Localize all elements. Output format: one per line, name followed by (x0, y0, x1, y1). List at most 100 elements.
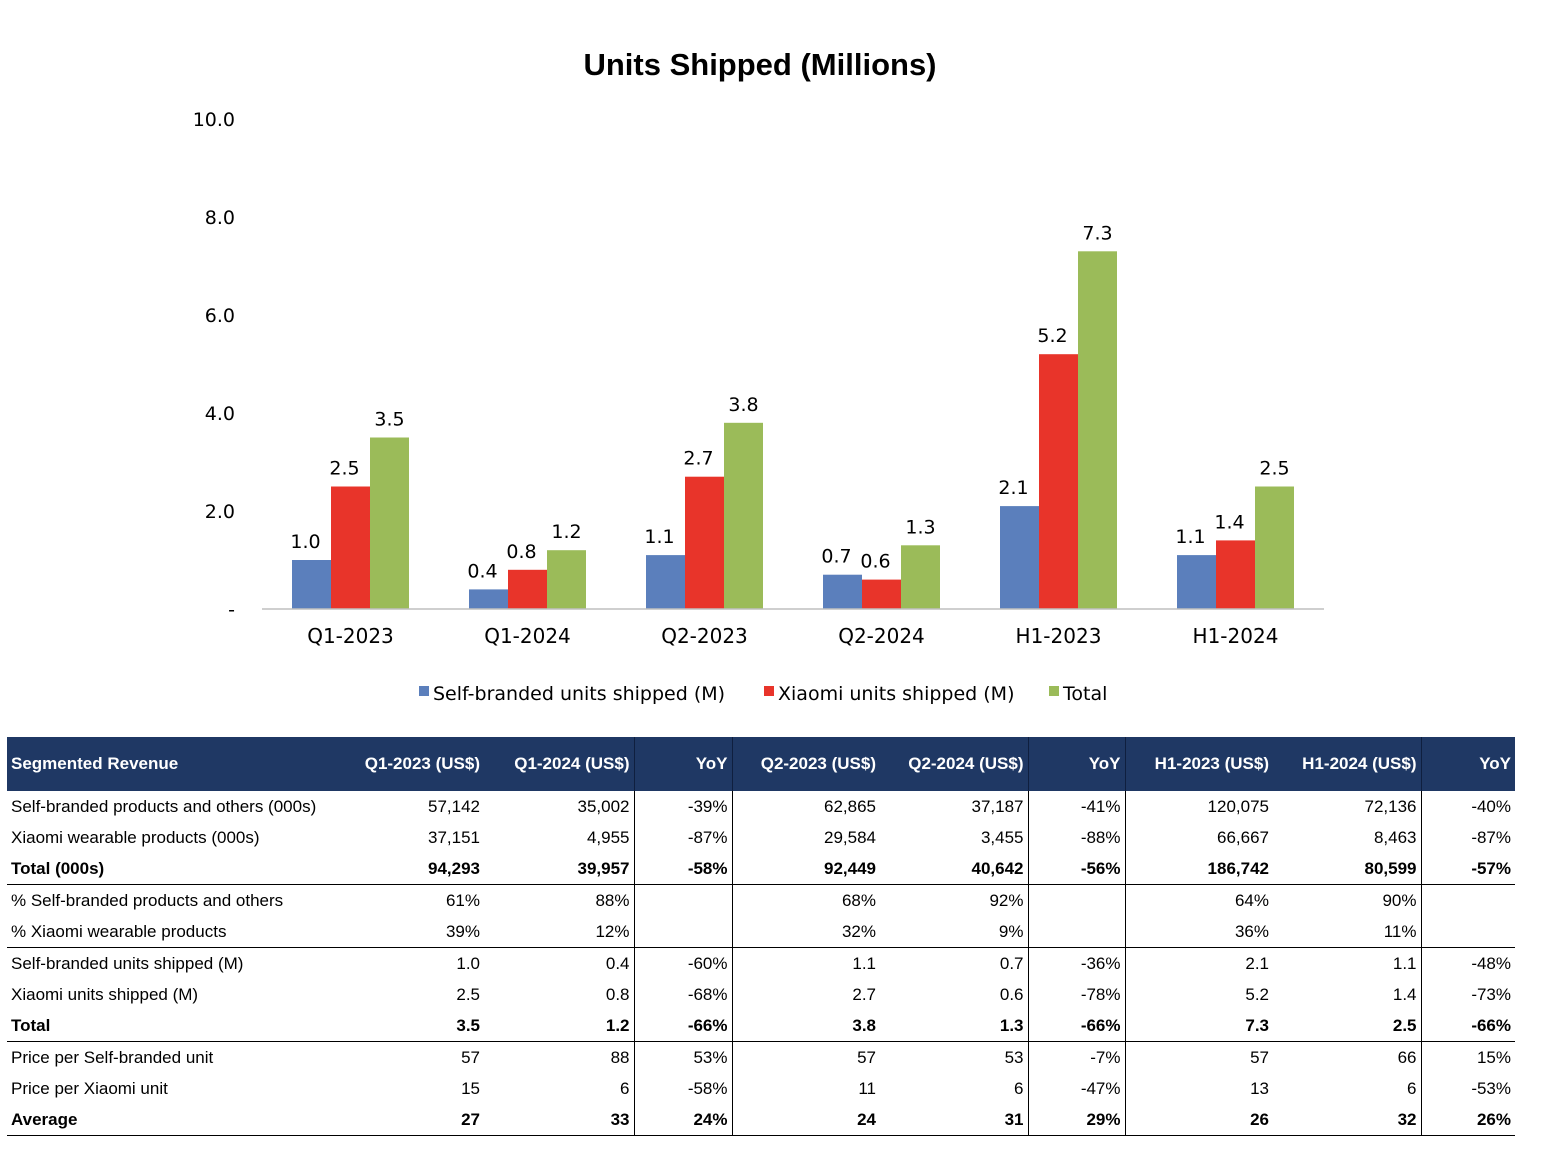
bar (1216, 540, 1255, 609)
table-cell: 53 (1004, 1047, 1024, 1067)
table-cell: -7% (1027, 1041, 1125, 1073)
bar (1177, 555, 1216, 609)
data-label: 3.5 (374, 409, 404, 431)
legend-swatch (419, 686, 429, 696)
table-row: Xiaomi units shipped (M) 2.5 0.8 -68% 2.7 0.6… (7, 979, 1515, 1010)
y-tick-label: - (228, 599, 235, 621)
table-cell: 88 (610, 1047, 630, 1067)
row-label: % Xiaomi wearable products (7, 916, 344, 948)
column-header: YoY (633, 737, 732, 791)
table-cell: 39% (344, 916, 484, 948)
table-cell: 24% (633, 1104, 732, 1136)
table-cell: 26 (1124, 1104, 1273, 1136)
bar (646, 555, 685, 609)
data-label: 2.5 (329, 458, 359, 480)
row-label: Self-branded products and others (000s) (11, 796, 317, 816)
data-label: 1.2 (551, 521, 581, 543)
data-label: 1.1 (644, 526, 674, 548)
table-cell: -78% (1027, 979, 1125, 1010)
table-cell: -66% (1027, 1010, 1125, 1042)
table-cell: 3.5 (344, 1010, 484, 1042)
data-label: 0.6 (860, 551, 890, 573)
data-label: 2.1 (998, 477, 1028, 499)
table-cell: 9% (880, 916, 1028, 948)
segmented-revenue-table: Segmented Revenue Q1-2023 (US$) Q1-2024 (U… (7, 737, 1515, 1136)
table-cell: 29% (1027, 1104, 1125, 1136)
table-cell: 88% (595, 890, 630, 910)
table-cell: 1.3 (880, 1010, 1028, 1042)
table-cell: -48% (1420, 947, 1515, 979)
table-row: Total (000s) 94,293 39,957 -58% 92,449 40,642… (7, 853, 1515, 885)
legend-label: Xiaomi units shipped (M) (778, 683, 1015, 705)
table-cell: 1.1 (731, 947, 880, 979)
row-label: Total (7, 1010, 344, 1042)
table-cell: 37,151 (428, 827, 480, 847)
table-cell: 3,455 (980, 827, 1024, 847)
table-cell: -73% (1420, 979, 1515, 1010)
table-cell: -41% (1027, 791, 1125, 822)
x-tick-label: H1-2024 (1193, 624, 1279, 648)
bar (1039, 354, 1078, 609)
x-tick-label: Q2-2023 (661, 624, 748, 648)
table-cell: 11 (731, 1073, 880, 1104)
legend: Self-branded units shipped (M) Xiaomi uni… (419, 683, 1107, 705)
table-row: Xiaomi wearable products (000s) 37,151 4,9… (7, 822, 1515, 853)
table-cell: 40,642 (880, 853, 1028, 885)
table-cell: -36% (1027, 947, 1125, 979)
table-cell: 61% (445, 890, 480, 910)
bars: 1.0 2.5 3.5 0.4 0.8 1.2 1.1 2.7 3.8 0.7 0.6 1.3 2.1 5… (290, 222, 1294, 610)
table-cell: 0.6 (999, 984, 1024, 1004)
data-label: 0.4 (467, 560, 497, 582)
data-label: 2.5 (1259, 458, 1289, 480)
table-cell: 4,955 (586, 827, 630, 847)
table-cell: 66,667 (1124, 822, 1273, 853)
bar (370, 437, 409, 609)
table-cell (1027, 916, 1125, 948)
table-cell: 35,002 (577, 796, 630, 816)
row-label: Average (7, 1104, 344, 1136)
table-cell: 66 (1397, 1047, 1417, 1067)
bar (823, 574, 862, 609)
row-label: Total (000s) (7, 853, 344, 885)
table-cell: 2.7 (731, 979, 880, 1010)
bar (1078, 251, 1117, 610)
table-cell: 29,584 (731, 822, 880, 853)
table-cell: 1.1 (1392, 953, 1417, 973)
table-cell: 32 (1273, 1104, 1421, 1136)
table-cell: 80,599 (1273, 853, 1421, 885)
table-cell: -56% (1027, 853, 1125, 885)
table-cell: -39% (633, 791, 732, 822)
table-cell: 15 (461, 1078, 480, 1098)
table-cell: 64% (1124, 884, 1273, 916)
row-label: % Self-branded products and others (11, 890, 284, 910)
data-label: 1.0 (290, 531, 320, 553)
table-cell: 6 (1014, 1078, 1024, 1098)
table-cell: -60% (633, 947, 732, 979)
bar (1000, 506, 1039, 609)
data-label: 7.3 (1082, 222, 1112, 244)
table-cell: 57,142 (428, 796, 480, 816)
table-row: Total 3.5 1.2 -66% 3.8 1.3 -66% 7.3 2.5 -66% (7, 1010, 1515, 1042)
table-cell: -87% (633, 822, 732, 853)
table-cell: 2.1 (1124, 947, 1273, 979)
table-cell: 0.8 (605, 984, 630, 1004)
data-label: 1.3 (905, 516, 935, 538)
legend-label: Total (1062, 683, 1107, 705)
table-cell: 2.5 (1273, 1010, 1421, 1042)
table-row: % Self-branded products and others 61% 88%… (7, 884, 1515, 916)
data-label: 0.7 (821, 546, 851, 568)
bar (685, 476, 724, 609)
table-cell: -66% (1420, 1010, 1515, 1042)
table-cell: 2.5 (456, 984, 480, 1004)
table-cell (633, 884, 732, 916)
table-cell (633, 916, 732, 948)
y-tick-label: 2.0 (205, 501, 235, 523)
row-label: Xiaomi wearable products (000s) (11, 827, 260, 847)
data-label: 5.2 (1037, 325, 1067, 347)
table-cell: 186,742 (1124, 853, 1273, 885)
table-cell: -58% (633, 853, 732, 885)
table-row: Self-branded units shipped (M) 1.0 0.4 -60%… (7, 947, 1515, 979)
column-header: Q1-2024 (US$) (484, 737, 634, 791)
table-cell: 120,075 (1124, 791, 1273, 822)
row-label: Price per Xiaomi unit (11, 1078, 168, 1098)
